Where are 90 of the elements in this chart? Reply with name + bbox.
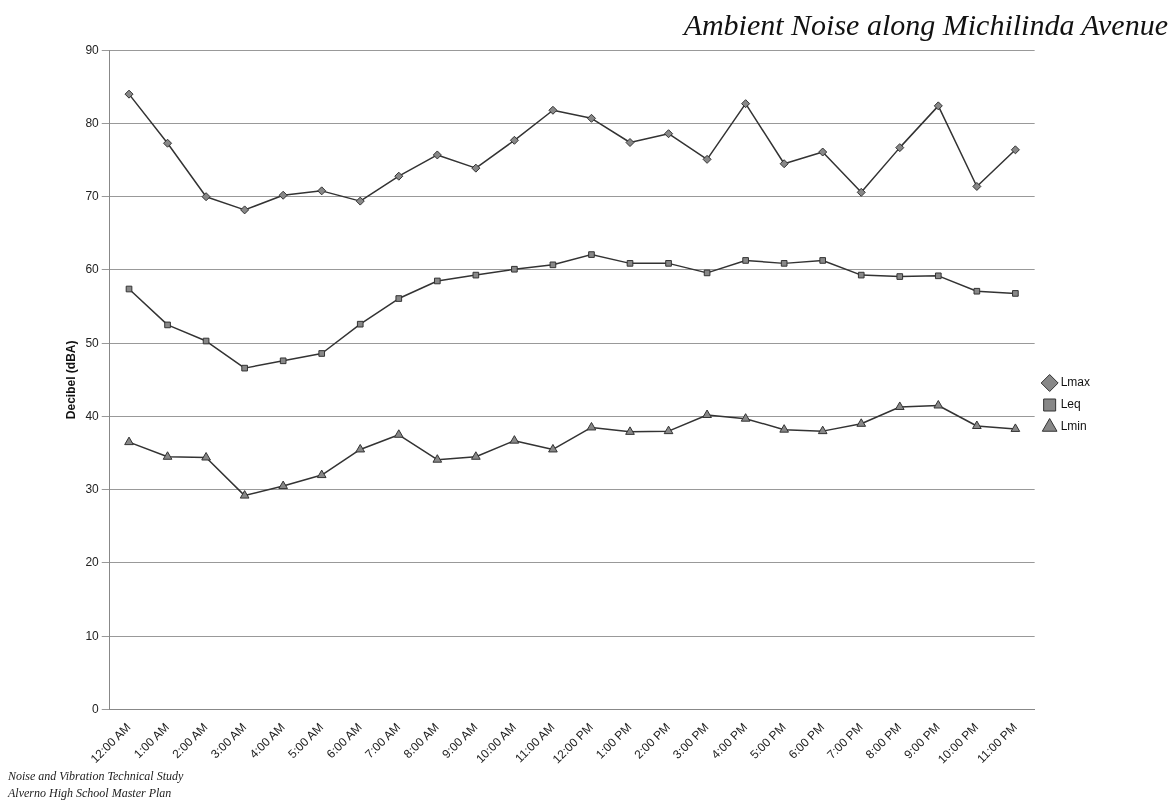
- point: [432, 454, 443, 463]
- point: [355, 196, 365, 206]
- point: [740, 413, 751, 422]
- point: [509, 135, 519, 145]
- point: [933, 101, 943, 111]
- point: [973, 287, 981, 295]
- point: [432, 150, 442, 160]
- point: [279, 357, 287, 365]
- point: [1012, 290, 1019, 297]
- point: [433, 277, 441, 285]
- point: [202, 337, 210, 345]
- point: [857, 271, 865, 279]
- point: [817, 425, 828, 435]
- point: [894, 401, 905, 410]
- point: [779, 159, 789, 169]
- y-tick-label: 10: [85, 628, 100, 643]
- point: [317, 186, 327, 196]
- point: [664, 129, 674, 139]
- point: [742, 257, 749, 264]
- y-axis-title: Decibel (dBA): [63, 340, 78, 420]
- point: [548, 105, 558, 115]
- point: [241, 364, 248, 372]
- point: [201, 452, 211, 461]
- text: Noise and Vibration Technical Study: [8, 768, 184, 785]
- point: [394, 171, 404, 181]
- y-tick-label: 80: [85, 115, 100, 130]
- point: [933, 399, 944, 409]
- point: [702, 409, 712, 419]
- point: [895, 143, 905, 153]
- point: [856, 187, 866, 197]
- chart-title: Ambient Noise along Michilinda Avenue: [683, 8, 1168, 42]
- point: [896, 273, 904, 280]
- x-tick-label: 4:00 PM: [708, 720, 751, 762]
- y-tick-label: 20: [85, 555, 100, 570]
- point: [586, 113, 596, 123]
- point: [164, 321, 171, 329]
- point: [819, 257, 827, 264]
- y-tick-label: 0: [92, 701, 100, 716]
- point: [626, 260, 634, 267]
- point: [665, 260, 672, 267]
- y-tick-label: 30: [85, 482, 100, 497]
- point: [972, 181, 982, 191]
- point: [355, 443, 366, 453]
- y-tick-label: 40: [85, 408, 100, 423]
- point: [779, 424, 789, 433]
- point: [472, 271, 480, 279]
- point: [356, 320, 364, 328]
- point: [240, 205, 250, 215]
- point: [471, 451, 481, 460]
- point: [741, 99, 751, 109]
- point: [393, 429, 404, 438]
- text: Alverno High School Master Plan: [8, 785, 173, 802]
- point: [1010, 423, 1021, 432]
- point: [548, 443, 558, 453]
- legend-label: Lmax: [1060, 375, 1090, 390]
- legend-label: Lmin: [1060, 419, 1087, 434]
- point: [124, 436, 134, 446]
- point: [663, 425, 674, 435]
- point: [702, 154, 712, 164]
- point: [818, 147, 828, 157]
- point: [471, 163, 481, 173]
- point: [318, 350, 326, 357]
- point: [163, 138, 173, 148]
- point: [703, 269, 711, 277]
- y-tick-label: 70: [85, 189, 100, 204]
- point: [278, 480, 288, 490]
- y-tick-label: 50: [85, 335, 100, 350]
- point: [278, 190, 288, 200]
- point: [586, 421, 597, 431]
- y-tick-label: 60: [85, 262, 100, 277]
- point: [1010, 145, 1020, 155]
- point: [395, 295, 403, 302]
- point: [511, 265, 518, 273]
- point: [162, 451, 173, 460]
- point: [625, 426, 635, 435]
- x-tick-label: 1:00 AM: [130, 720, 173, 762]
- point: [201, 192, 211, 202]
- legend-label: Leq: [1060, 397, 1081, 412]
- point: [549, 261, 557, 269]
- point: [509, 435, 520, 444]
- point: [316, 469, 327, 479]
- point: [588, 251, 595, 258]
- y-tick-label: 90: [85, 42, 100, 57]
- point: [780, 260, 788, 267]
- point: [934, 272, 942, 280]
- point: [625, 138, 635, 147]
- point: [124, 89, 134, 99]
- point: [972, 420, 982, 429]
- point: [856, 418, 867, 427]
- point: [239, 490, 250, 499]
